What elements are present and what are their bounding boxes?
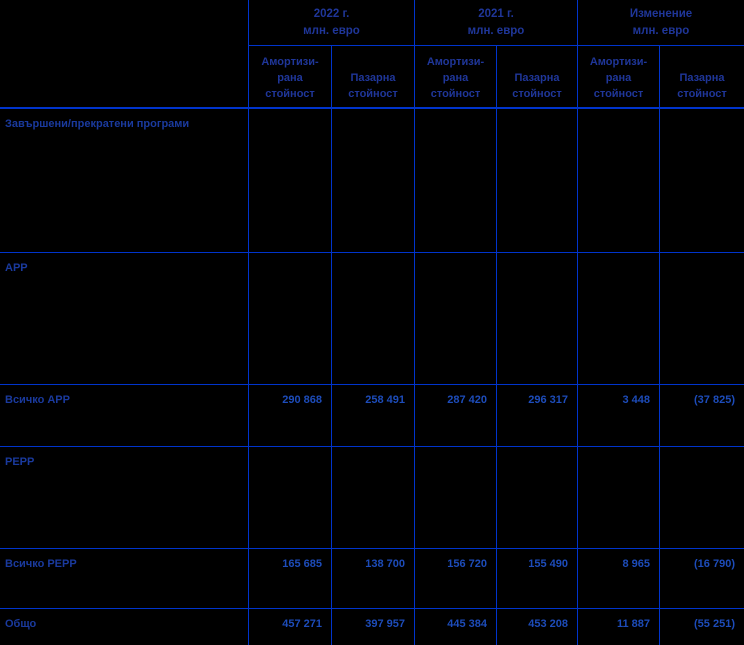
cell-total-pepp-change-amortized: 8 965 bbox=[578, 549, 660, 609]
row-label-total-app: Всичко APP bbox=[0, 385, 249, 447]
subheader-2021-market: Пазарна стойност bbox=[497, 46, 578, 109]
col-group-change: Изменение млн. евро bbox=[578, 0, 744, 46]
cell-pepp-2022-amortized bbox=[249, 447, 332, 549]
cell-grand-total-2021-market: 453 208 bbox=[497, 609, 578, 645]
cell-app-2022-amortized bbox=[249, 253, 332, 385]
cell-app-change-amortized bbox=[578, 253, 660, 385]
col-group-2021: 2021 г. млн. евро bbox=[415, 0, 578, 46]
cell-total-pepp-2022-amortized: 165 685 bbox=[249, 549, 332, 609]
cell-total-app-change-amortized: 3 448 bbox=[578, 385, 660, 447]
cell-grand-total-change-amortized: 11 887 bbox=[578, 609, 660, 645]
cell-total-pepp-change-market: (16 790) bbox=[660, 549, 744, 609]
cell-pepp-2021-market bbox=[497, 447, 578, 549]
cell-total-app-2021-amortized: 287 420 bbox=[415, 385, 497, 447]
col-group-2022-period: 2022 г. bbox=[313, 7, 350, 20]
cell-total-pepp-2021-market: 155 490 bbox=[497, 549, 578, 609]
subheader-change-amortized: Амортизи- рана стойност bbox=[578, 46, 660, 109]
col-group-2022-unit: млн. евро bbox=[303, 24, 360, 37]
col-group-2022: 2022 г. млн. евро bbox=[249, 0, 415, 46]
cell-grand-total-2022-market: 397 957 bbox=[332, 609, 415, 645]
subheader-2021-amortized: Амортизи- рана стойност bbox=[415, 46, 497, 109]
cell-pepp-2021-amortized bbox=[415, 447, 497, 549]
cell-pepp-change-amortized bbox=[578, 447, 660, 549]
cell-total-app-change-market: (37 825) bbox=[660, 385, 744, 447]
cell-completed-change-market bbox=[660, 109, 744, 253]
cell-completed-2022-market bbox=[332, 109, 415, 253]
cell-app-change-market bbox=[660, 253, 744, 385]
row-label-total-pepp: Всичко PEPP bbox=[0, 549, 249, 609]
cell-total-pepp-2021-amortized: 156 720 bbox=[415, 549, 497, 609]
cell-completed-2021-market bbox=[497, 109, 578, 253]
cell-grand-total-2021-amortized: 445 384 bbox=[415, 609, 497, 645]
col-group-change-unit: млн. евро bbox=[632, 24, 690, 37]
cell-completed-2022-amortized bbox=[249, 109, 332, 253]
cell-total-app-2022-amortized: 290 868 bbox=[249, 385, 332, 447]
col-group-2021-period: 2021 г. bbox=[478, 7, 514, 20]
cell-pepp-change-market bbox=[660, 447, 744, 549]
cell-completed-change-amortized bbox=[578, 109, 660, 253]
cell-grand-total-2022-amortized: 457 271 bbox=[249, 609, 332, 645]
subheader-2022-market: Пазарна стойност bbox=[332, 46, 415, 109]
cell-total-app-2022-market: 258 491 bbox=[332, 385, 415, 447]
row-label-grand-total: Общо bbox=[0, 609, 249, 645]
row-label-pepp-section: PEPP bbox=[0, 447, 249, 549]
subheader-change-market: Пазарна стойност bbox=[660, 46, 744, 109]
cell-app-2022-market bbox=[332, 253, 415, 385]
cell-completed-2021-amortized bbox=[415, 109, 497, 253]
col-group-2021-unit: млн. евро bbox=[467, 24, 525, 37]
cell-app-2021-amortized bbox=[415, 253, 497, 385]
row-label-app-section: APP bbox=[0, 253, 249, 385]
subheader-2022-amortized: Амортизи- рана стойност bbox=[249, 46, 332, 109]
cell-grand-total-change-market: (55 251) bbox=[694, 618, 735, 630]
corner-cell bbox=[0, 0, 249, 109]
cell-total-app-2021-market: 296 317 bbox=[497, 385, 578, 447]
cell-total-pepp-2022-market: 138 700 bbox=[332, 549, 415, 609]
cell-app-2021-market bbox=[497, 253, 578, 385]
col-group-change-period: Изменение bbox=[629, 7, 693, 20]
row-label-completed-programmes: Завършени/прекратени програми bbox=[0, 109, 249, 253]
cell-pepp-2022-market bbox=[332, 447, 415, 549]
